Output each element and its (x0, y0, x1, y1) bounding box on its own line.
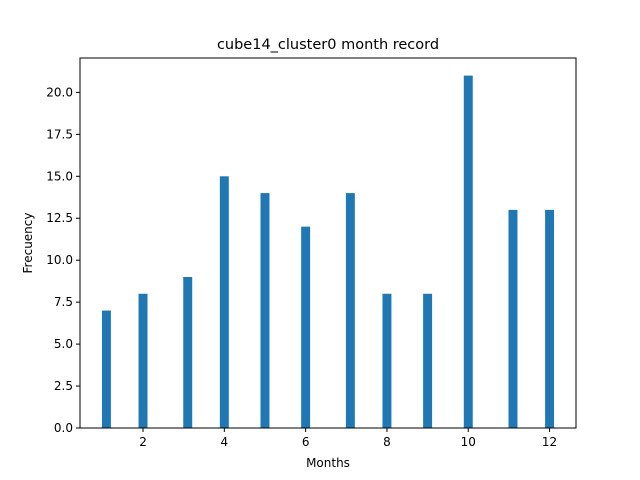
x-ticks-group: 2 4 6 8 10 12 (139, 428, 557, 449)
bar (219, 176, 229, 428)
y-tick-label: 12.5 (46, 211, 73, 225)
y-tick-label: 7.5 (54, 295, 73, 309)
y-tick-label: 10.0 (46, 253, 73, 267)
y-tick-label: 20.0 (46, 85, 73, 99)
y-tick-label: 0.0 (54, 421, 73, 435)
y-tick-label: 17.5 (46, 127, 73, 141)
bar (423, 293, 433, 428)
x-tick-label: 12 (542, 435, 557, 449)
bars-group (101, 75, 555, 428)
x-tick-label: 10 (461, 435, 476, 449)
plot-frame (79, 57, 577, 429)
y-tick-label: 5.0 (54, 337, 73, 351)
x-tick-label: 4 (221, 435, 229, 449)
x-axis-title: Months (306, 456, 350, 470)
y-tick-label: 15.0 (46, 169, 73, 183)
bar (382, 293, 392, 428)
bar (463, 75, 473, 428)
bar (101, 310, 111, 428)
bar (508, 209, 518, 428)
y-tick-label: 2.5 (54, 379, 73, 393)
x-tick-label: 6 (302, 435, 310, 449)
bar (138, 293, 148, 428)
chart-title: cube14_cluster0 month record (217, 37, 439, 53)
y-ticks-group: 0.0 2.5 5.0 7.5 10.0 12.5 15.0 17.5 20.0 (46, 85, 80, 435)
bar (260, 193, 270, 428)
x-tick-label: 2 (139, 435, 147, 449)
y-axis-title: Frecuency (21, 213, 35, 274)
x-tick-label: 8 (383, 435, 391, 449)
bar (545, 209, 555, 428)
bar (345, 193, 355, 428)
bar (301, 226, 311, 428)
bar (183, 276, 193, 428)
